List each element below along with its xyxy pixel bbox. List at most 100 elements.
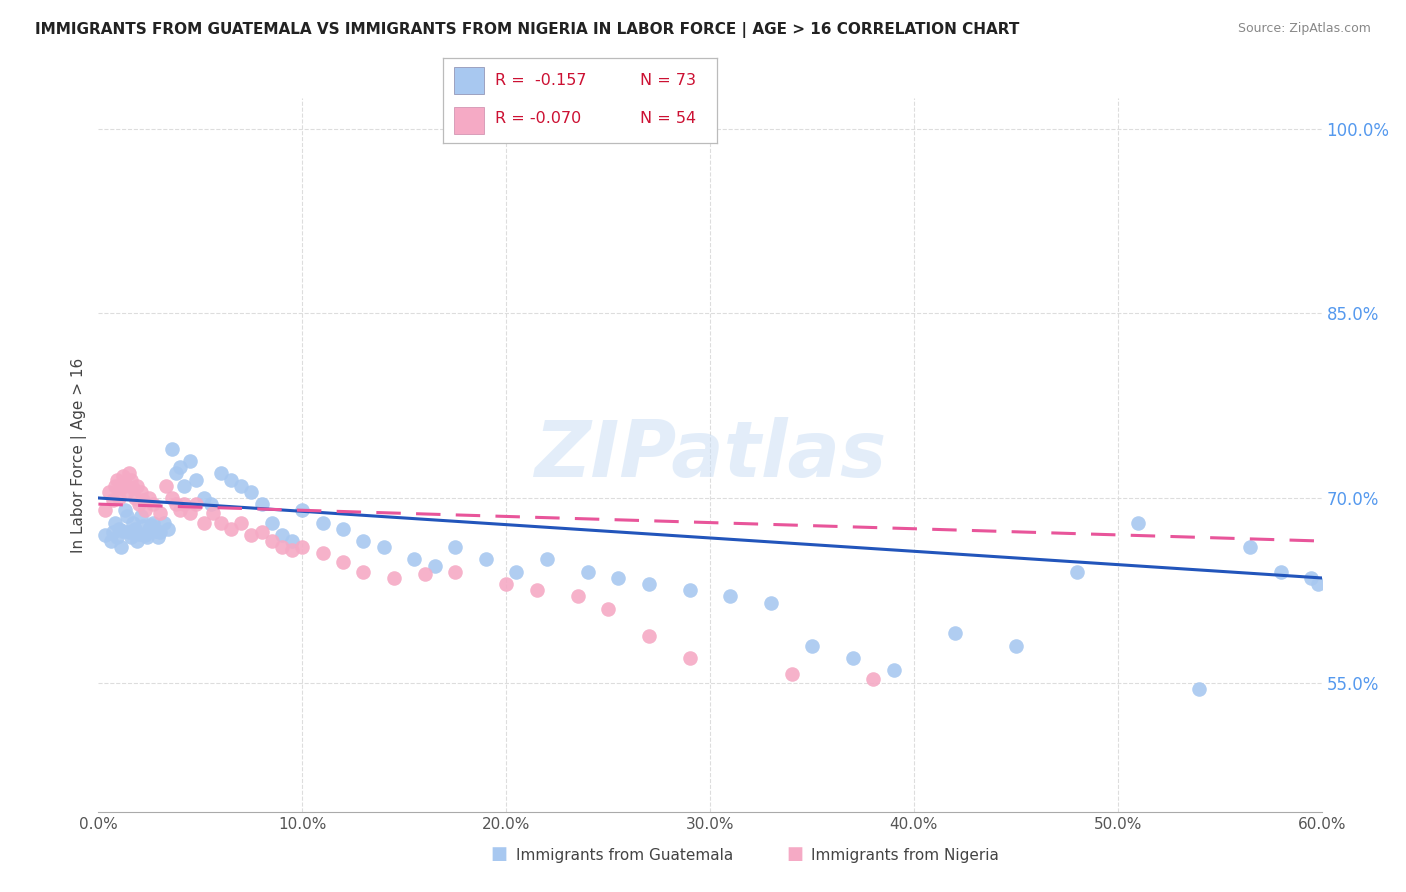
Point <box>240 528 263 542</box>
Point <box>105 530 128 544</box>
Point <box>219 473 242 487</box>
Point <box>607 571 630 585</box>
Point <box>382 571 405 585</box>
Point <box>332 522 354 536</box>
Point <box>149 506 172 520</box>
Text: Source: ZipAtlas.com: Source: ZipAtlas.com <box>1237 22 1371 36</box>
Point <box>240 484 263 499</box>
Point <box>100 534 122 549</box>
Y-axis label: In Labor Force | Age > 16: In Labor Force | Age > 16 <box>72 358 87 552</box>
Point <box>101 525 124 540</box>
Text: ZIPatlas: ZIPatlas <box>534 417 886 493</box>
Point <box>122 481 145 495</box>
Bar <box>454 67 484 95</box>
Text: Immigrants from Nigeria: Immigrants from Nigeria <box>811 848 1000 863</box>
Text: N = 73: N = 73 <box>640 72 696 87</box>
Point <box>1270 565 1292 579</box>
Point <box>423 558 446 573</box>
Point <box>127 534 149 549</box>
Text: N = 54: N = 54 <box>640 112 696 127</box>
Point <box>201 506 224 520</box>
Point <box>146 530 169 544</box>
Point <box>312 546 335 560</box>
Point <box>134 528 156 542</box>
Point <box>567 590 589 604</box>
Point <box>115 484 138 499</box>
Point <box>152 516 174 530</box>
Point <box>105 473 128 487</box>
Point <box>231 516 253 530</box>
Point <box>1306 577 1329 591</box>
Point <box>142 497 165 511</box>
Text: ■: ■ <box>786 846 803 863</box>
Point <box>165 467 187 481</box>
Point <box>444 565 467 579</box>
Point <box>638 629 661 643</box>
Point <box>114 503 136 517</box>
Point <box>219 522 242 536</box>
Point <box>179 454 201 468</box>
Point <box>128 526 150 541</box>
Point <box>132 493 155 508</box>
Point <box>352 534 374 549</box>
Point <box>281 542 304 557</box>
Text: R =  -0.157: R = -0.157 <box>495 72 586 87</box>
Point <box>127 478 149 492</box>
Point <box>142 516 165 530</box>
Point <box>118 525 141 540</box>
Point <box>104 516 127 530</box>
Point <box>129 509 152 524</box>
Point <box>291 540 314 554</box>
Point <box>250 497 273 511</box>
Point <box>160 491 183 505</box>
Point <box>536 552 558 566</box>
Point <box>124 491 146 505</box>
Point <box>169 503 191 517</box>
Point <box>118 467 141 481</box>
Point <box>260 534 283 549</box>
Point <box>129 484 152 499</box>
Point <box>193 516 215 530</box>
Point <box>173 497 195 511</box>
Point <box>138 491 160 505</box>
Point <box>108 522 131 536</box>
Point <box>526 583 548 598</box>
Point <box>231 478 253 492</box>
Point <box>115 509 138 524</box>
Point <box>1066 565 1088 579</box>
Point <box>155 478 177 492</box>
Point <box>598 601 620 615</box>
Point <box>124 522 146 536</box>
Point <box>505 565 527 579</box>
Point <box>173 478 195 492</box>
Point <box>200 497 222 511</box>
Point <box>193 491 215 505</box>
Point <box>883 663 905 677</box>
Text: Immigrants from Guatemala: Immigrants from Guatemala <box>516 848 734 863</box>
Point <box>186 497 208 511</box>
Point <box>943 626 966 640</box>
Point <box>270 540 294 554</box>
Point <box>120 473 142 487</box>
Point <box>444 540 467 554</box>
Point <box>145 524 167 539</box>
Bar <box>454 107 484 134</box>
Text: ■: ■ <box>491 846 508 863</box>
Point <box>111 524 134 539</box>
Point <box>128 497 150 511</box>
Text: IMMIGRANTS FROM GUATEMALA VS IMMIGRANTS FROM NIGERIA IN LABOR FORCE | AGE > 16 C: IMMIGRANTS FROM GUATEMALA VS IMMIGRANTS … <box>35 22 1019 38</box>
Point <box>138 522 160 536</box>
Point <box>1239 540 1261 554</box>
Point <box>104 478 127 492</box>
Point <box>134 503 156 517</box>
Point <box>720 590 742 604</box>
Point <box>1301 571 1323 585</box>
Point <box>141 518 163 533</box>
Point <box>281 534 304 549</box>
Point <box>120 530 142 544</box>
Point <box>114 476 136 491</box>
Point <box>110 540 132 554</box>
Point <box>97 484 120 499</box>
Point <box>495 577 517 591</box>
Point <box>1188 681 1211 696</box>
